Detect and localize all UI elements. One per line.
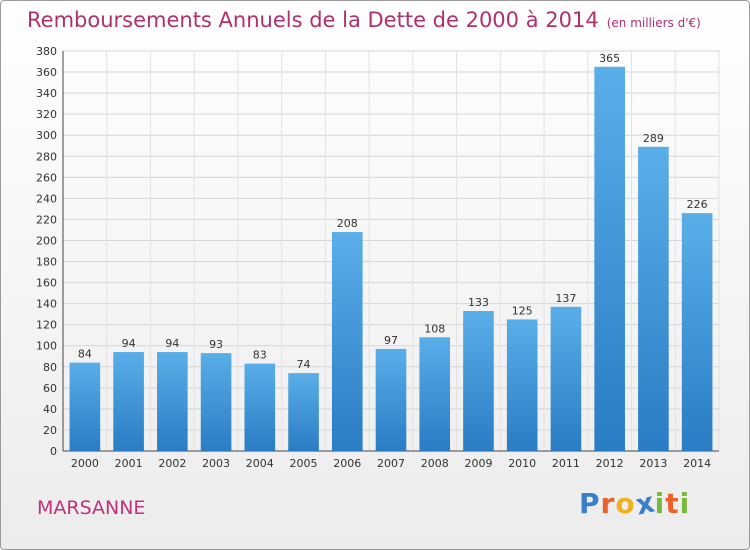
y-tick-label: 240: [36, 192, 57, 205]
bar: [244, 363, 276, 451]
bar: [375, 348, 407, 451]
y-tick-label: 340: [36, 87, 57, 100]
y-tick-label: 140: [36, 298, 57, 311]
y-tick-label: 120: [36, 319, 57, 332]
bar: [157, 352, 188, 451]
town-name: MARSANNE: [37, 497, 146, 519]
data-label: 84: [78, 348, 92, 361]
x-tick-label: 2008: [421, 457, 449, 470]
x-tick-label: 2000: [71, 457, 99, 470]
data-label: 137: [555, 292, 576, 305]
data-label: 289: [643, 132, 664, 145]
x-tick-label: 2005: [290, 457, 318, 470]
y-tick-label: 180: [36, 256, 57, 269]
logo-letter: r: [600, 487, 616, 520]
data-label: 365: [599, 52, 620, 65]
data-label: 133: [468, 296, 489, 309]
bar: [463, 311, 494, 451]
x-tick-label: 2009: [464, 457, 492, 470]
x-tick-label: 2006: [333, 457, 361, 470]
bars: [69, 66, 713, 451]
x-tick-label: 2007: [377, 457, 405, 470]
data-label: 108: [424, 322, 445, 335]
bar: [550, 306, 582, 451]
y-tick-label: 300: [36, 129, 57, 142]
x-tick-label: 2011: [552, 457, 580, 470]
x-tick-label: 2004: [246, 457, 274, 470]
y-tick-label: 80: [43, 361, 57, 374]
bar: [594, 66, 625, 451]
y-tick-label: 60: [43, 382, 57, 395]
x-tick-label: 2003: [202, 457, 230, 470]
bar: [288, 373, 319, 451]
bar: [69, 362, 101, 451]
y-tick-label: 20: [43, 424, 57, 437]
logo-letter: t: [665, 487, 680, 520]
y-tick-label: 320: [36, 108, 57, 121]
y-tick-label: 280: [36, 150, 57, 163]
logo-letter: P: [579, 487, 601, 520]
bar: [419, 337, 451, 451]
bar: [113, 352, 144, 451]
x-tick-label: 2014: [683, 457, 711, 470]
labels: 0 20 40 60 80 100 120 140 160 180 200 220 240 260 280 3…: [36, 45, 711, 470]
data-label: 226: [687, 198, 708, 211]
data-label: 125: [512, 304, 533, 317]
bar: [506, 319, 538, 451]
x-tick-label: 2012: [596, 457, 624, 470]
y-tick-label: 360: [36, 66, 57, 79]
y-tick-label: 160: [36, 277, 57, 290]
logo-letter: o: [615, 487, 636, 520]
bar: [681, 213, 713, 451]
chart-title: Remboursements Annuels de la Dette de 20…: [27, 8, 701, 32]
data-label: 208: [337, 217, 358, 230]
y-tick-label: 200: [36, 234, 57, 247]
chart-subtitle: (en milliers d'€): [606, 16, 701, 30]
logo-letter: i: [679, 487, 691, 520]
data-label: 83: [253, 349, 267, 362]
y-tick-label: 380: [36, 45, 57, 58]
data-label: 74: [297, 358, 311, 371]
x-tick-label: 2010: [508, 457, 536, 470]
y-tick-label: 220: [36, 213, 57, 226]
logo-letter: i: [654, 487, 666, 520]
data-label: 93: [209, 338, 223, 351]
y-tick-label: 0: [50, 445, 57, 458]
data-label: 94: [122, 337, 136, 350]
bar: [638, 146, 669, 451]
bar: [331, 232, 363, 451]
bar: [200, 353, 232, 451]
x-tick-label: 2013: [639, 457, 667, 470]
data-label: 97: [384, 334, 398, 347]
x-tick-label: 2001: [115, 457, 143, 470]
y-tick-label: 100: [36, 340, 57, 353]
x-tick-label: 2002: [158, 457, 186, 470]
proxiti-logo: Proxiti: [579, 485, 691, 521]
y-tick-label: 40: [43, 403, 57, 416]
chart-title-text: Remboursements Annuels de la Dette de 20…: [27, 8, 599, 32]
y-tick-label: 260: [36, 171, 57, 184]
data-label: 94: [165, 337, 179, 350]
